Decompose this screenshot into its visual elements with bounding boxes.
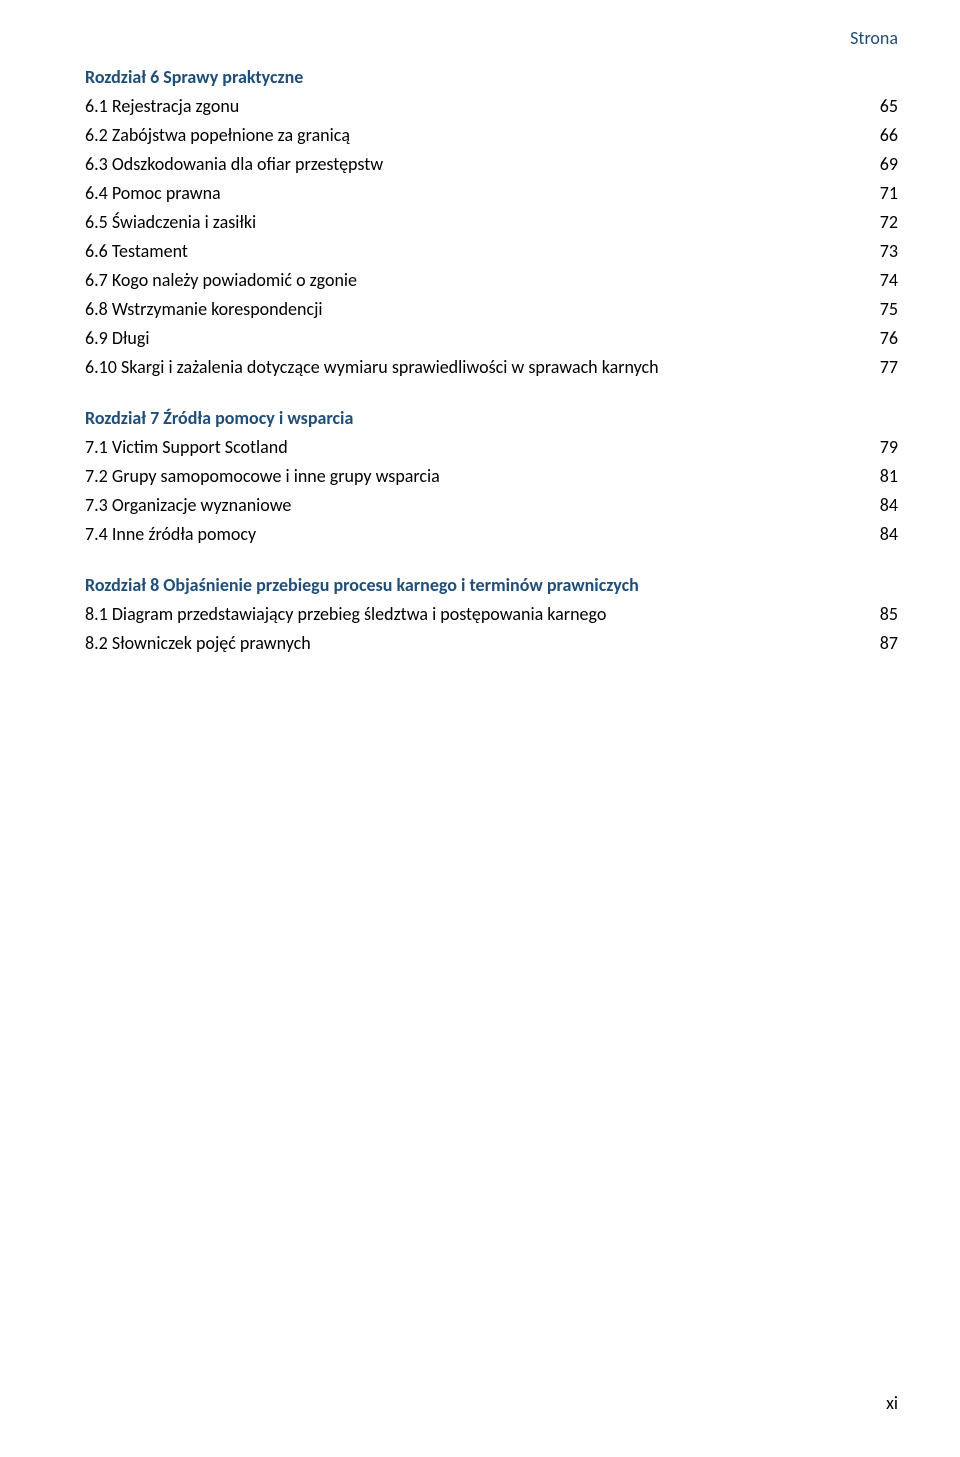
toc-label: 6.5 Świadczenia i zasiłki bbox=[85, 209, 858, 236]
chapter-title: Rozdział 6 Sprawy praktyczne bbox=[85, 64, 898, 91]
toc-label: 7.3 Organizacje wyznaniowe bbox=[85, 492, 858, 519]
chapter-title: Rozdział 7 Źródła pomocy i wsparcia bbox=[85, 405, 898, 432]
toc-label: 6.8 Wstrzymanie korespondencji bbox=[85, 296, 858, 323]
toc-page: 84 bbox=[858, 492, 898, 519]
toc-label: 6.10 Skargi i zażalenia dotyczące wymiar… bbox=[85, 354, 858, 381]
toc-label: 6.1 Rejestracja zgonu bbox=[85, 93, 858, 120]
toc-page: 72 bbox=[858, 209, 898, 236]
toc-page: 87 bbox=[858, 630, 898, 657]
toc-label: 6.9 Długi bbox=[85, 325, 858, 352]
toc-page: 84 bbox=[858, 521, 898, 548]
toc-page: 69 bbox=[858, 151, 898, 178]
toc-page: 79 bbox=[858, 434, 898, 461]
toc-row: 6.7 Kogo należy powiadomić o zgonie 74 bbox=[85, 267, 898, 294]
chapter-title: Rozdział 8 Objaśnienie przebiegu procesu… bbox=[85, 572, 898, 599]
toc-row: 6.9 Długi 76 bbox=[85, 325, 898, 352]
toc-row: 6.8 Wstrzymanie korespondencji 75 bbox=[85, 296, 898, 323]
toc-label: 6.7 Kogo należy powiadomić o zgonie bbox=[85, 267, 858, 294]
page-header-label: Strona bbox=[85, 25, 898, 52]
toc-page: 81 bbox=[858, 463, 898, 490]
toc-row: 6.6 Testament 73 bbox=[85, 238, 898, 265]
toc-page: 75 bbox=[858, 296, 898, 323]
toc-page: 73 bbox=[858, 238, 898, 265]
toc-label: 6.2 Zabójstwa popełnione za granicą bbox=[85, 122, 858, 149]
toc-row: 8.2 Słowniczek pojęć prawnych 87 bbox=[85, 630, 898, 657]
page-number-footer: xi bbox=[886, 1390, 898, 1417]
toc-label: 6.3 Odszkodowania dla ofiar przestępstw bbox=[85, 151, 858, 178]
toc-label: 8.2 Słowniczek pojęć prawnych bbox=[85, 630, 858, 657]
toc-row: 7.3 Organizacje wyznaniowe 84 bbox=[85, 492, 898, 519]
toc-row: 6.5 Świadczenia i zasiłki 72 bbox=[85, 209, 898, 236]
toc-label: 7.1 Victim Support Scotland bbox=[85, 434, 858, 461]
toc-label: 7.4 Inne źródła pomocy bbox=[85, 521, 858, 548]
toc-row: 7.2 Grupy samopomocowe i inne grupy wspa… bbox=[85, 463, 898, 490]
toc-row: 6.1 Rejestracja zgonu 65 bbox=[85, 93, 898, 120]
toc-row: 8.1 Diagram przedstawiający przebieg śle… bbox=[85, 601, 898, 628]
toc-row: 6.4 Pomoc prawna 71 bbox=[85, 180, 898, 207]
toc-label: 8.1 Diagram przedstawiający przebieg śle… bbox=[85, 601, 858, 628]
toc-page: 76 bbox=[858, 325, 898, 352]
toc-page: 77 bbox=[858, 354, 898, 381]
toc-page: 65 bbox=[858, 93, 898, 120]
toc-label: 6.4 Pomoc prawna bbox=[85, 180, 858, 207]
toc-page: 66 bbox=[858, 122, 898, 149]
toc-label: 6.6 Testament bbox=[85, 238, 858, 265]
toc-label: 7.2 Grupy samopomocowe i inne grupy wspa… bbox=[85, 463, 858, 490]
toc-row: 7.1 Victim Support Scotland 79 bbox=[85, 434, 898, 461]
toc-page: 85 bbox=[858, 601, 898, 628]
toc-row: 7.4 Inne źródła pomocy 84 bbox=[85, 521, 898, 548]
toc-page: 71 bbox=[858, 180, 898, 207]
toc-row: 6.10 Skargi i zażalenia dotyczące wymiar… bbox=[85, 354, 898, 381]
toc-row: 6.2 Zabójstwa popełnione za granicą 66 bbox=[85, 122, 898, 149]
toc-body: Rozdział 6 Sprawy praktyczne 6.1 Rejestr… bbox=[85, 64, 898, 657]
toc-page: 74 bbox=[858, 267, 898, 294]
toc-row: 6.3 Odszkodowania dla ofiar przestępstw … bbox=[85, 151, 898, 178]
